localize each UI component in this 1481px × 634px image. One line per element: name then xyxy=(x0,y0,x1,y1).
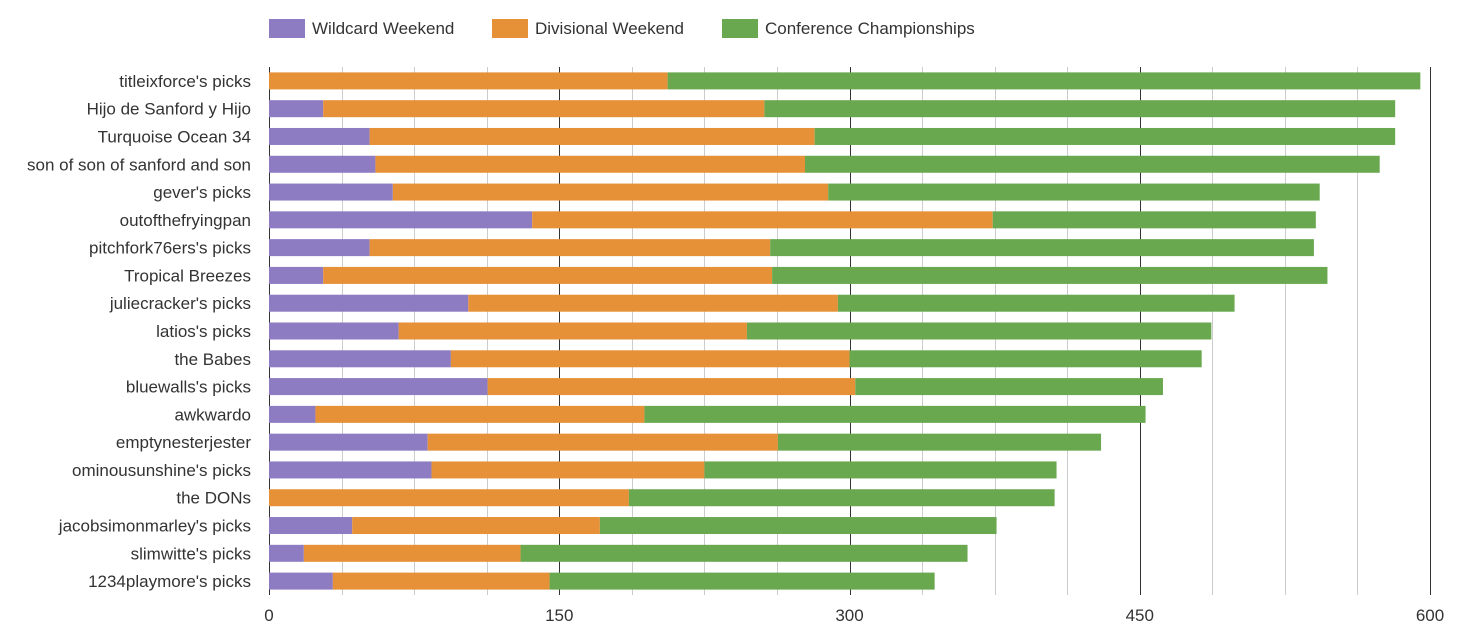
bar-divisional xyxy=(269,489,629,507)
bar-conference xyxy=(772,266,1328,284)
category-label: Tropical Breezes xyxy=(124,266,251,285)
legend-swatch xyxy=(269,19,305,38)
bar-divisional xyxy=(369,239,771,257)
bars xyxy=(269,72,1421,590)
bar-conference xyxy=(549,572,935,590)
bar-conference xyxy=(746,322,1212,340)
bar-divisional xyxy=(323,266,773,284)
category-label: slimwitte's picks xyxy=(131,544,251,563)
legend: Wildcard Weekend Divisional Weekend Confer… xyxy=(269,19,975,38)
bar-wildcard xyxy=(269,211,533,229)
bar-conference xyxy=(667,72,1421,90)
bar-wildcard xyxy=(269,239,370,257)
bar-divisional xyxy=(398,322,747,340)
bar-divisional xyxy=(532,211,993,229)
category-label: bluewalls's picks xyxy=(126,378,251,397)
x-tick-label: 0 xyxy=(264,606,273,625)
bar-conference xyxy=(828,183,1320,201)
bar-conference xyxy=(770,239,1314,257)
bar-wildcard xyxy=(269,100,324,118)
bar-divisional xyxy=(323,100,765,118)
bar-conference xyxy=(804,155,1380,173)
category-label: gever's picks xyxy=(153,183,251,202)
bar-conference xyxy=(992,211,1316,229)
x-tick-label: 300 xyxy=(835,606,863,625)
bar-conference xyxy=(764,100,1396,118)
bar-conference xyxy=(628,489,1055,507)
bar-divisional xyxy=(375,155,805,173)
legend-swatch xyxy=(722,19,758,38)
bar-wildcard xyxy=(269,405,316,423)
category-label: juliecracker's picks xyxy=(109,294,251,313)
legend-label: Wildcard Weekend xyxy=(312,19,454,38)
bar-wildcard xyxy=(269,433,428,451)
bar-wildcard xyxy=(269,155,376,173)
x-axis-tick-labels: 0 150 300 450 600 xyxy=(264,606,1444,625)
bar-divisional xyxy=(303,544,521,562)
bar-conference xyxy=(704,461,1057,479)
category-label: awkwardo xyxy=(174,405,251,424)
bar-conference xyxy=(599,517,997,535)
bar-conference xyxy=(849,350,1202,368)
x-tick-label: 450 xyxy=(1126,606,1154,625)
category-label: pitchfork76ers's picks xyxy=(89,239,251,258)
bar-wildcard xyxy=(269,544,304,562)
bar-divisional xyxy=(392,183,829,201)
x-tick-label: 600 xyxy=(1416,606,1444,625)
category-label: Hijo de Sanford y Hijo xyxy=(87,100,251,119)
bar-conference xyxy=(855,378,1163,396)
bar-divisional xyxy=(369,127,815,145)
legend-label: Conference Championships xyxy=(765,19,975,38)
bar-divisional xyxy=(487,378,856,396)
bar-wildcard xyxy=(269,127,370,145)
category-label: the Babes xyxy=(174,350,251,369)
category-label: the DONs xyxy=(176,489,251,508)
bar-divisional xyxy=(332,572,550,590)
category-label: son of son of sanford and son xyxy=(27,155,251,174)
bar-conference xyxy=(644,405,1146,423)
bar-wildcard xyxy=(269,378,488,396)
bar-divisional xyxy=(450,350,850,368)
bar-divisional xyxy=(431,461,705,479)
category-label: Turquoise Ocean 34 xyxy=(98,127,251,146)
bar-wildcard xyxy=(269,517,353,535)
bar-wildcard xyxy=(269,572,333,590)
bar-conference xyxy=(777,433,1102,451)
category-label: emptynesterjester xyxy=(116,433,251,452)
category-label: latios's picks xyxy=(156,322,251,341)
bar-conference xyxy=(814,127,1396,145)
bar-wildcard xyxy=(269,294,469,312)
bar-wildcard xyxy=(269,461,432,479)
legend-swatch xyxy=(492,19,528,38)
category-label: 1234playmore's picks xyxy=(88,572,251,591)
category-label: ominousunshine's picks xyxy=(72,461,251,480)
bar-divisional xyxy=(269,72,668,90)
x-tick-label: 150 xyxy=(545,606,573,625)
bar-divisional xyxy=(315,405,645,423)
bar-divisional xyxy=(468,294,838,312)
bar-wildcard xyxy=(269,350,451,368)
bar-divisional xyxy=(427,433,778,451)
category-label: titleixforce's picks xyxy=(119,72,251,91)
bar-conference xyxy=(837,294,1235,312)
legend-label: Divisional Weekend xyxy=(535,19,684,38)
category-label: jacobsimonmarley's picks xyxy=(58,517,251,536)
bar-wildcard xyxy=(269,183,393,201)
bar-wildcard xyxy=(269,322,399,340)
bar-wildcard xyxy=(269,266,324,284)
category-labels: titleixforce's picks Hijo de Sanford y Hi… xyxy=(27,72,251,591)
category-label: outofthefryingpan xyxy=(120,211,251,230)
bar-divisional xyxy=(352,517,600,535)
bar-conference xyxy=(520,544,968,562)
